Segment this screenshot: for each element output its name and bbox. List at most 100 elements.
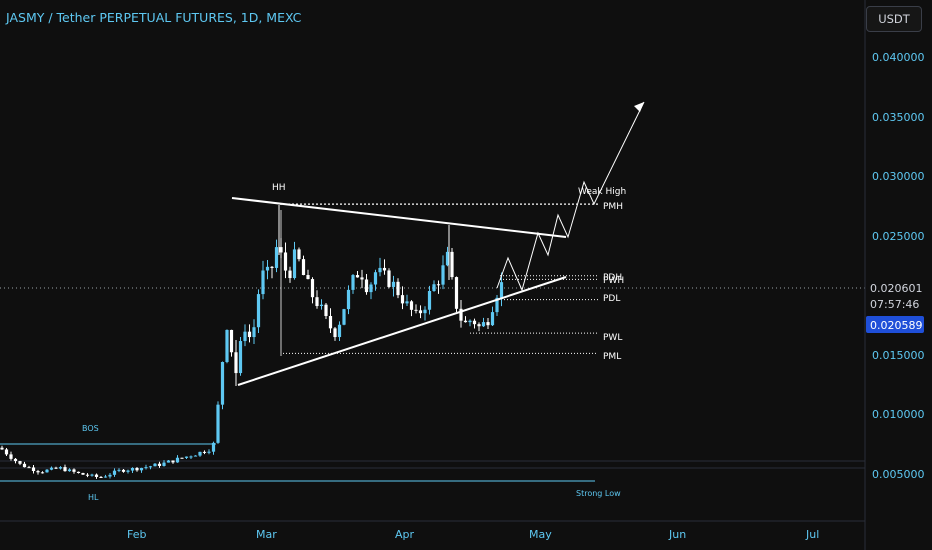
weak-high-label: Weak High xyxy=(578,187,626,197)
candle-body xyxy=(472,320,477,325)
candle-body xyxy=(148,466,153,468)
candle-body xyxy=(117,469,121,471)
candle-body xyxy=(270,266,274,268)
candle-body xyxy=(198,451,202,456)
candle-body xyxy=(445,251,450,266)
x-tick-label: Mar xyxy=(256,528,277,541)
candle-body xyxy=(85,474,90,476)
candle-body xyxy=(441,265,445,285)
candle-body xyxy=(265,266,270,271)
candle-body xyxy=(364,279,369,293)
x-tick-label: Feb xyxy=(127,528,146,541)
candle-body xyxy=(252,327,256,338)
candle-body xyxy=(126,470,130,472)
candle-body xyxy=(486,322,490,326)
candle-body xyxy=(112,470,117,475)
candle-body xyxy=(414,309,418,311)
x-tick-label: May xyxy=(529,528,552,541)
candle-body xyxy=(247,331,252,338)
candle-body xyxy=(292,249,297,279)
candle-body xyxy=(346,289,351,310)
candle-body xyxy=(49,467,54,470)
candle-body xyxy=(310,279,315,298)
candle-body xyxy=(220,362,225,405)
candle-body xyxy=(94,474,99,477)
time-axis[interactable]: Feb Mar Apr May Jun Jul xyxy=(127,528,819,541)
candle-body xyxy=(139,467,144,471)
candle-body xyxy=(0,447,4,450)
projection-path xyxy=(496,101,645,292)
bos-label: BOS xyxy=(82,424,99,433)
hh-label: HH xyxy=(272,183,286,193)
candle-body xyxy=(351,275,355,290)
candle-body xyxy=(324,304,328,317)
last-price-tag: 0.020601 07:57:46 xyxy=(866,280,924,311)
candle-body xyxy=(342,309,346,325)
candle-body xyxy=(166,460,171,463)
currency-button[interactable]: USDT xyxy=(866,6,922,32)
candle-body xyxy=(274,247,279,268)
chart-title: JASMY / Tether PERPETUAL FUTURES, 1D, ME… xyxy=(6,10,302,25)
candle-body xyxy=(306,275,310,280)
candle-body xyxy=(67,469,72,472)
pwl-label: PWL xyxy=(603,333,622,343)
x-tick-label: Jun xyxy=(668,528,686,541)
candle-body xyxy=(144,467,148,469)
candle-body xyxy=(396,281,400,296)
candle-body xyxy=(301,259,306,276)
candle-body xyxy=(463,320,468,323)
candle-body xyxy=(409,301,414,310)
pdh-label: PDH xyxy=(603,273,622,283)
candle-body xyxy=(162,462,166,466)
candle-body xyxy=(31,467,36,472)
candle-body xyxy=(36,471,40,473)
candle-body xyxy=(135,468,139,471)
pdl-label: PDL xyxy=(603,294,620,304)
candle-body xyxy=(373,272,378,285)
annotation-labels: HH Weak High PMH PDH PWH PDL PWL PML BOS… xyxy=(82,183,626,502)
candle-body xyxy=(297,249,301,260)
drawings-layer xyxy=(231,101,645,386)
y-tick-label: 0.040000 xyxy=(872,51,925,64)
candle-body xyxy=(315,297,319,307)
candle-body xyxy=(391,281,396,287)
x-tick-label: Jul xyxy=(805,528,819,541)
strong-low-label: Strong Low xyxy=(576,489,621,498)
y-tick-label: 0.025000 xyxy=(872,230,925,243)
candle-body xyxy=(58,467,63,469)
candle-body xyxy=(189,456,193,458)
candle-body xyxy=(175,457,180,463)
pmh-label: PMH xyxy=(603,202,623,212)
close-price-tag: 0.020589 xyxy=(866,316,924,333)
candle-body xyxy=(40,472,45,474)
candle-body xyxy=(360,277,364,280)
candle-body xyxy=(499,282,504,298)
candle-body xyxy=(99,476,103,478)
candle-body xyxy=(81,473,85,475)
candle-body xyxy=(400,295,405,304)
candle-body xyxy=(211,442,216,452)
pwh-label: PWH xyxy=(603,276,624,286)
candle-body xyxy=(333,328,337,338)
candle-body xyxy=(418,310,423,314)
candle-body xyxy=(216,404,220,443)
candle-body xyxy=(90,474,94,476)
candle-body xyxy=(180,457,184,459)
candle-body xyxy=(337,324,342,338)
candle-body xyxy=(477,324,481,327)
candle-body xyxy=(63,467,67,472)
candle-body xyxy=(387,270,391,287)
candle-body xyxy=(382,267,387,271)
y-tick-label: 0.035000 xyxy=(872,111,925,124)
price-axis[interactable]: 0.040000 0.035000 0.030000 0.025000 0.01… xyxy=(872,51,925,481)
candle-body xyxy=(261,270,265,295)
hl-label: HL xyxy=(88,493,99,502)
y-tick-label: 0.030000 xyxy=(872,170,925,183)
candle-body xyxy=(207,451,211,453)
candle-body xyxy=(378,267,382,273)
candle-body xyxy=(4,449,9,455)
y-tick-label: 0.010000 xyxy=(872,408,925,421)
candle-body xyxy=(229,329,234,353)
candle-body xyxy=(193,455,198,457)
